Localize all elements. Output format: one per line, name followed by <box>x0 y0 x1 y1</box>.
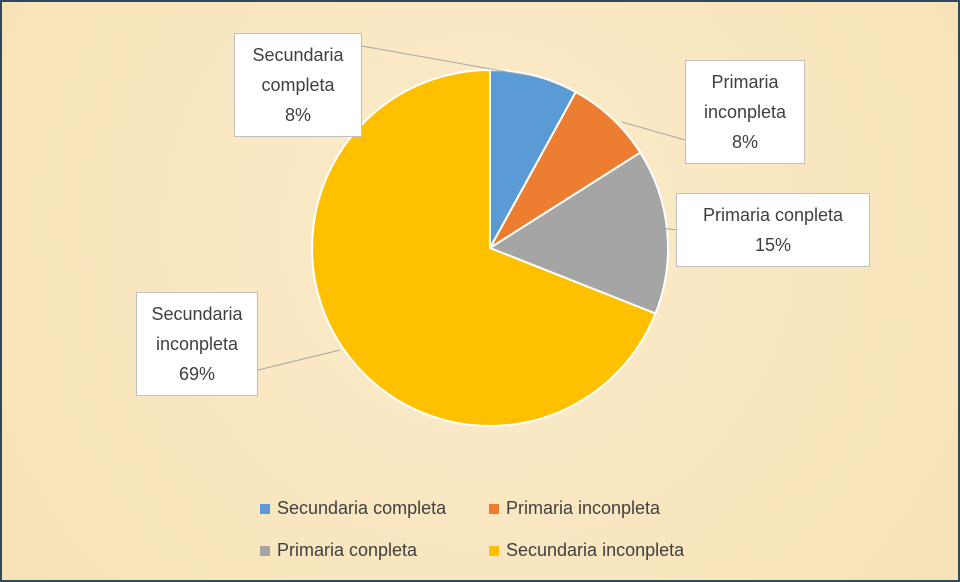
label-category: Secundaria completa <box>252 45 344 95</box>
label-category: Primaria inconpleta <box>703 72 787 122</box>
data-label: Secundaria inconpleta 69% <box>136 292 258 396</box>
data-label: Primaria inconpleta 8% <box>685 60 805 164</box>
legend-swatch <box>489 503 499 514</box>
label-category: Secundaria inconpleta <box>151 304 243 354</box>
legend-item: Secundaria completa <box>260 498 446 519</box>
legend-item: Primaria inconpleta <box>489 498 660 519</box>
leader-line <box>621 121 686 141</box>
legend-item: Primaria conpleta <box>260 540 417 561</box>
pie-slice <box>489 90 642 249</box>
data-label: Primaria conpleta 15% <box>676 193 870 267</box>
legend-label: Secundaria inconpleta <box>506 540 685 560</box>
label-value: 69% <box>178 364 216 384</box>
data-label: Secundaria completa 8% <box>234 33 362 137</box>
leader-line <box>661 227 677 231</box>
label-category: Primaria conpleta <box>702 205 844 225</box>
legend-swatch <box>489 545 499 556</box>
pie-slice <box>311 68 657 427</box>
label-value: 8% <box>284 105 311 125</box>
label-value: 15% <box>754 235 792 255</box>
label-value: 8% <box>731 132 758 152</box>
leader-line <box>257 349 341 371</box>
legend-label: Secundaria completa <box>277 498 447 518</box>
legend-swatch <box>260 503 270 514</box>
pie-slice <box>487 151 669 315</box>
legend-label: Primaria conpleta <box>277 540 418 560</box>
legend-swatch <box>260 545 270 556</box>
leader-line <box>361 45 531 77</box>
legend-label: Primaria inconpleta <box>506 498 661 518</box>
legend-item: Secundaria inconpleta <box>489 540 684 561</box>
pie-slice <box>489 68 578 249</box>
